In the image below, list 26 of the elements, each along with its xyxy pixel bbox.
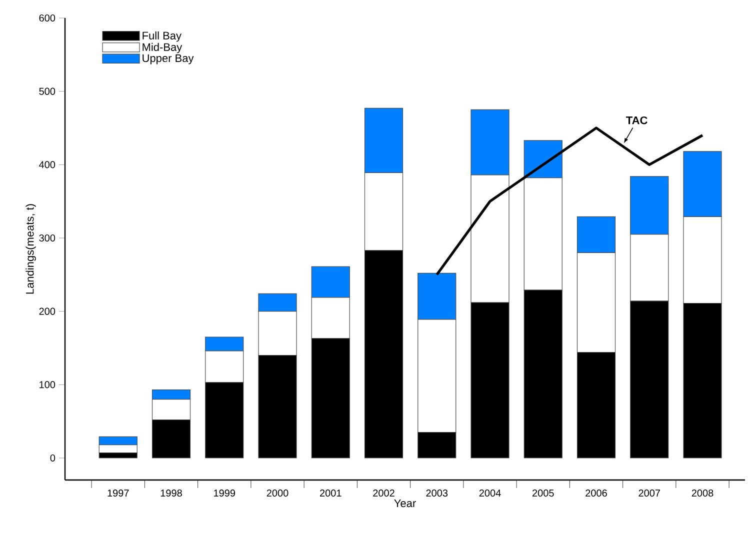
y-tick-label: 0 [50, 454, 56, 462]
y-tick-label: 100 [40, 381, 56, 388]
x-tick-label: 2003 [426, 490, 448, 497]
y-tick-label: 600 [39, 14, 56, 22]
line-series [436, 126, 704, 276]
y-axis-title: Landings(meats, t) [26, 204, 36, 294]
x-tick-label: 2005 [532, 490, 554, 497]
x-tick-label: 2004 [479, 490, 501, 497]
x-tick-label: 2001 [320, 490, 342, 497]
legend-label: Upper Bay [142, 54, 194, 64]
x-tick-label: 2000 [266, 490, 288, 497]
x-tick-label: 1998 [160, 490, 182, 497]
y-tick-label: 500 [39, 88, 56, 95]
x-tick-label: 1999 [214, 490, 236, 497]
y-tick-label: 400 [39, 161, 56, 168]
x-tick-label: 2002 [373, 490, 394, 497]
legend-label: Full Bay [142, 31, 182, 42]
x-tick-label: 1997 [108, 490, 129, 497]
y-tick-label: 200 [39, 308, 56, 315]
series-label: TAC [626, 116, 648, 124]
x-tick-label: 2007 [638, 490, 660, 497]
x-tick-label: 2006 [586, 490, 607, 497]
x-tick-label: 2008 [692, 490, 714, 497]
legend-label: Mid-Bay [142, 42, 182, 54]
y-tick-label: 300 [39, 234, 56, 242]
x-axis-title: Year [394, 499, 416, 508]
